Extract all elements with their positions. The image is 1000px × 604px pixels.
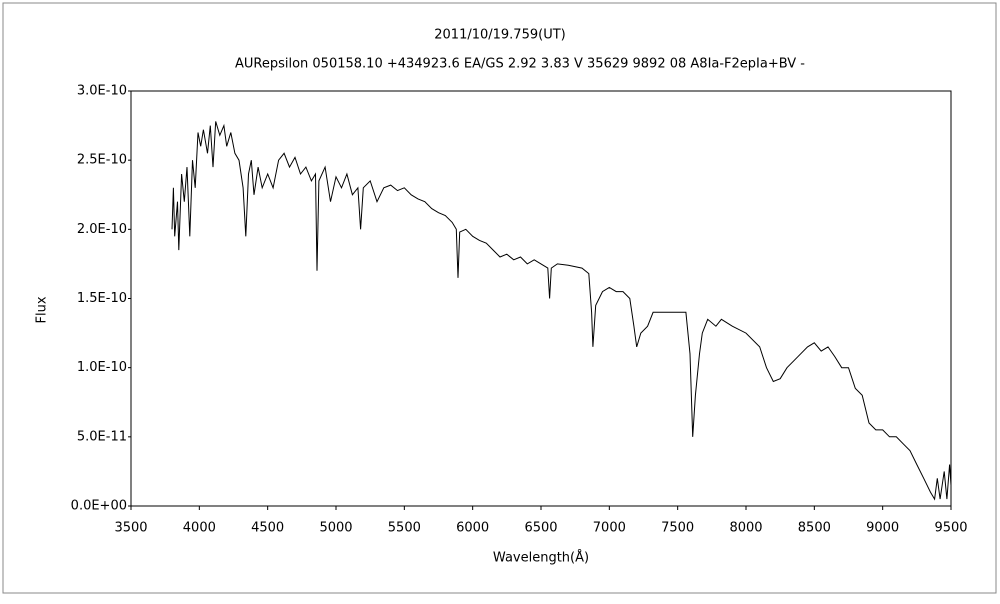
y-tick-label: 0.0E+00 xyxy=(71,499,127,514)
y-tick-label: 3.0E-10 xyxy=(77,84,127,99)
x-tick-label: 6000 xyxy=(456,521,489,536)
chart-subtitle: AURepsilon 050158.10 +434923.6 EA/GS 2.9… xyxy=(235,57,805,72)
x-tick-label: 3500 xyxy=(114,521,147,536)
x-tick-label: 7500 xyxy=(661,521,694,536)
spectrum-line xyxy=(171,121,952,501)
y-axis-label: Flux xyxy=(35,296,50,323)
y-tick-label: 1.5E-10 xyxy=(77,291,127,306)
y-tick-label: 2.5E-10 xyxy=(77,153,127,168)
x-tick-label: 4000 xyxy=(183,521,216,536)
plot-area xyxy=(130,90,952,507)
x-tick-label: 9500 xyxy=(934,521,967,536)
x-tick-label: 4500 xyxy=(251,521,284,536)
y-tick-label: 1.0E-10 xyxy=(77,360,127,375)
x-tick-label: 5000 xyxy=(319,521,352,536)
x-tick-label: 5500 xyxy=(388,521,421,536)
x-tick-label: 6500 xyxy=(524,521,557,536)
chart-title: 2011/10/19.759(UT) xyxy=(434,28,565,43)
x-tick-label: 8500 xyxy=(798,521,831,536)
x-tick-label: 9000 xyxy=(866,521,899,536)
x-tick-label: 8000 xyxy=(729,521,762,536)
y-tick-label: 2.0E-10 xyxy=(77,222,127,237)
x-tick-label: 7000 xyxy=(593,521,626,536)
x-axis-label: Wavelength(Å) xyxy=(493,550,589,566)
y-tick-label: 5.0E-11 xyxy=(77,429,127,444)
